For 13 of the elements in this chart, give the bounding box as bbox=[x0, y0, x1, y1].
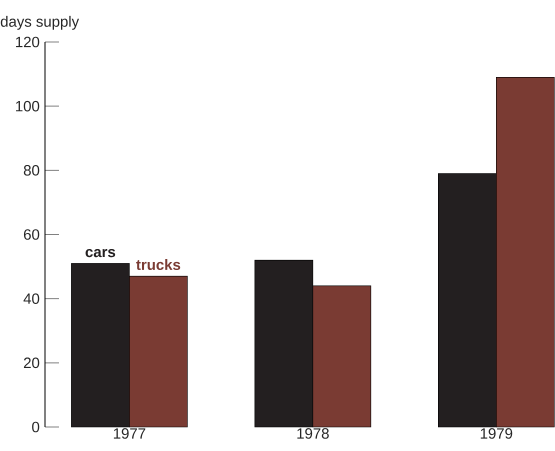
x-tick-label: 1978 bbox=[297, 428, 329, 439]
y-tick-label: 0 bbox=[32, 422, 40, 432]
x-tick-label: 1977 bbox=[114, 428, 146, 439]
y-tick-label: 40 bbox=[24, 293, 40, 304]
y-tick-label: 120 bbox=[16, 36, 40, 48]
y-axis-title: days supply bbox=[0, 16, 80, 30]
x-tick-label: 1979 bbox=[480, 428, 512, 439]
y-tick-label: 60 bbox=[24, 229, 40, 240]
series-label: trucks bbox=[136, 259, 180, 270]
y-tick-label: 100 bbox=[16, 100, 40, 112]
y-tick-label: 20 bbox=[24, 358, 40, 368]
y-tick-label: 80 bbox=[24, 165, 40, 176]
series-label: cars bbox=[86, 249, 116, 258]
